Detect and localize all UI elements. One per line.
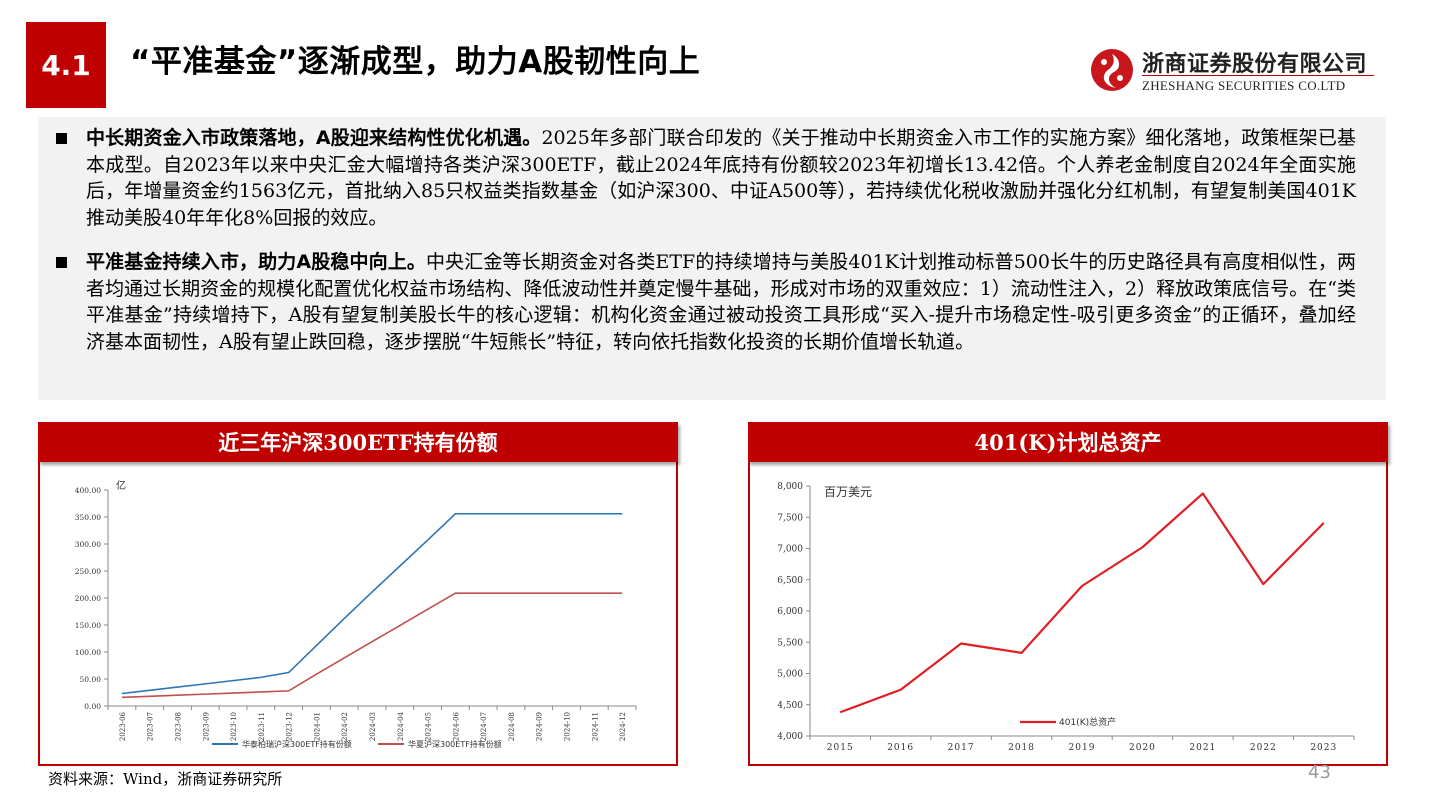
y-tick-label: 4,500: [777, 701, 803, 711]
zheshang-logo-icon: [1091, 49, 1133, 91]
page-number: 43: [1308, 762, 1331, 783]
401k-assets-panel-title: 401(K)计划总资产: [748, 422, 1388, 462]
y-tick-label: 300.00: [75, 540, 101, 549]
x-tick-label: 2024-03: [369, 712, 377, 741]
logo-divider: [1142, 75, 1374, 76]
x-tick-label: 2023-08: [174, 712, 182, 741]
x-tick-label: 2023-07: [147, 712, 155, 741]
bullet-2-heading: 平准基金持续入市，助力A股稳中向上。: [86, 251, 426, 273]
y-axis-unit-label: 亿: [116, 479, 126, 492]
x-tick-label: 2024-07: [480, 712, 488, 741]
legend-label-1: 华泰柏瑞沪深300ETF持有份额: [242, 739, 352, 749]
series-line-1: [839, 492, 1325, 714]
x-tick-label: 2018: [1008, 743, 1035, 753]
y-tick-label: 400.00: [75, 486, 101, 495]
y-tick-label: 5,500: [777, 638, 803, 648]
x-tick-label: 2024-05: [425, 712, 433, 741]
legend-label-2: 华夏沪深300ETF持有份额: [408, 739, 502, 749]
company-logo: 浙商证券股份有限公司 ZHESHANG SECURITIES CO.LTD: [1090, 46, 1380, 96]
x-tick-label: 2024-09: [536, 712, 544, 741]
x-tick-label: 2023: [1310, 743, 1337, 753]
401k-assets-chart: 4,000 4,500 5,000 5,500 6,000 6,500 7,000 7,500…: [777, 482, 1355, 753]
y-tick-label: 6,000: [777, 607, 803, 617]
summary-textbox: 中长期资金入市政策落地，A股迎来结构性优化机遇。2025年多部门联合印发的《关于…: [38, 117, 1386, 400]
y-tick-label: 0.00: [84, 702, 101, 711]
x-tick-label: 2023-10: [230, 712, 238, 741]
etf-holdings-panel-title: 近三年沪深300ETF持有份额: [38, 422, 678, 462]
section-number-badge: 4.1: [26, 22, 106, 108]
x-tick-label: 2024-04: [397, 711, 405, 741]
x-tick-label: 2024-06: [452, 711, 460, 741]
series-line-2: [121, 592, 623, 699]
x-tick-label: 2022: [1250, 743, 1277, 753]
x-tick-label: 2023-06: [119, 711, 127, 741]
page-title: “平准基金”逐渐成型，助力A股韧性向上: [130, 44, 701, 80]
x-tick-label: 2023-09: [202, 712, 210, 741]
x-tick-label: 2024-10: [564, 712, 572, 741]
y-tick-label: 8,000: [777, 482, 803, 492]
y-tick-label: 50.00: [80, 675, 102, 684]
legend-label-1: 401(K)总资产: [1059, 716, 1116, 728]
y-tick-label: 250.00: [75, 567, 101, 576]
x-tick-label: 2020: [1129, 743, 1156, 753]
bullet-paragraph-1: 中长期资金入市政策落地，A股迎来结构性优化机遇。2025年多部门联合印发的《关于…: [56, 125, 1356, 231]
x-tick-label: 2024-12: [619, 712, 627, 741]
y-tick-label: 100.00: [75, 648, 101, 657]
401k-assets-panel: 401(K)计划总资产 4,000 4,500 5,000 5,500 6,000 6,5…: [748, 422, 1388, 766]
logo-english-name: ZHESHANG SECURITIES CO.LTD: [1142, 78, 1346, 93]
data-source-note: 资料来源：Wind，浙商证券研究所: [48, 770, 283, 788]
bullet-1-body: 2025年多部门联合印发的《关于推动中长期资金入市工作的实施方案》细化落地，政策…: [86, 127, 1356, 229]
y-tick-label: 5,000: [777, 670, 803, 680]
bullet-square-icon: [56, 133, 67, 144]
bullet-2-body: 中央汇金等长期资金对各类ETF的持续增持与美股401K计划推动标普500长牛的历…: [86, 251, 1356, 353]
x-tick-label: 2024-02: [341, 712, 349, 741]
x-tick-label: 2021: [1189, 743, 1216, 753]
y-tick-label: 150.00: [75, 621, 101, 630]
y-tick-label: 200.00: [75, 594, 101, 603]
logo-chinese-name: 浙商证券股份有限公司: [1142, 52, 1368, 77]
etf-holdings-panel: 近三年沪深300ETF持有份额 0.00 50.00 100.00 150.00 200…: [38, 422, 678, 766]
x-tick-label: 2023-12: [286, 712, 294, 741]
series-line-1: [121, 512, 623, 695]
bullet-paragraph-2: 平准基金持续入市，助力A股稳中向上。中央汇金等长期资金对各类ETF的持续增持与美…: [56, 249, 1356, 355]
y-axis-unit-label: 百万美元: [824, 485, 872, 499]
x-tick-label: 2019: [1069, 743, 1096, 753]
x-tick-label: 2015: [827, 743, 854, 753]
bullet-square-icon: [56, 257, 67, 268]
x-tick-label: 2023-11: [258, 712, 266, 741]
bullet-1-heading: 中长期资金入市政策落地，A股迎来结构性优化机遇。: [86, 127, 542, 149]
y-tick-label: 7,000: [777, 545, 803, 555]
x-tick-label: 2017: [948, 743, 975, 753]
etf-holdings-chart: 0.00 50.00 100.00 150.00 200.00 250.00 300.00 3…: [75, 479, 637, 749]
y-tick-label: 4,000: [777, 732, 803, 742]
y-tick-label: 6,500: [777, 576, 803, 586]
x-tick-label: 2024-11: [591, 712, 599, 741]
x-tick-label: 2024-08: [508, 712, 516, 741]
x-tick-label: 2016: [887, 743, 914, 753]
y-tick-label: 350.00: [75, 513, 101, 522]
x-tick-label: 2024-01: [313, 712, 321, 741]
y-tick-label: 7,500: [777, 513, 803, 523]
